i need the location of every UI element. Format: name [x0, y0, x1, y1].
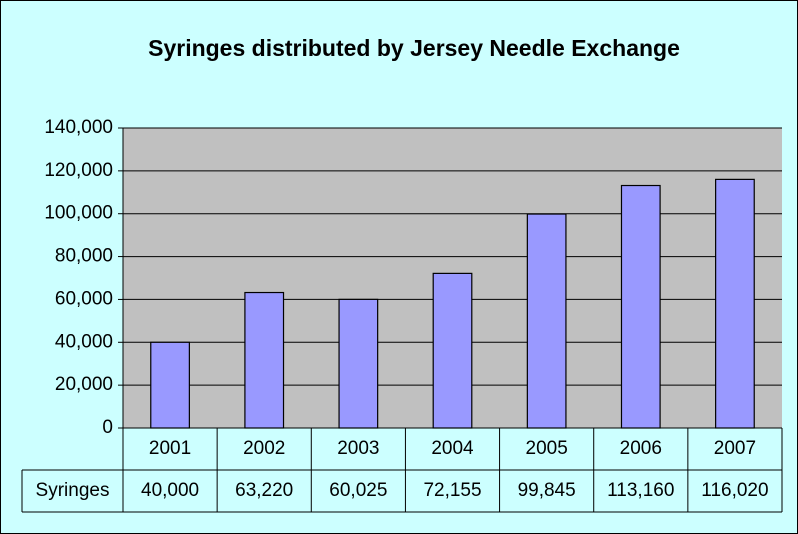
y-tick-label: 60,000	[55, 288, 113, 309]
x-tick-label: 2005	[526, 438, 568, 459]
bar	[338, 298, 379, 429]
chart-title: Syringes distributed by Jersey Needle Ex…	[148, 35, 680, 61]
y-tick-label: 80,000	[55, 246, 113, 267]
y-tick-label: 100,000	[44, 203, 113, 224]
x-tick-label: 2003	[337, 438, 379, 459]
table-value: 72,155	[423, 480, 481, 501]
x-tick-label: 2001	[149, 438, 191, 459]
x-tick-label: 2004	[431, 438, 474, 459]
table-value: 40,000	[141, 480, 199, 501]
y-tick-label: 20,000	[55, 374, 113, 395]
bar	[432, 272, 473, 429]
y-tick-label: 40,000	[55, 331, 113, 352]
table-value: 99,845	[518, 480, 576, 501]
y-tick-label: 0	[102, 417, 113, 438]
bar	[715, 178, 755, 429]
bar	[244, 291, 285, 429]
bar	[620, 184, 661, 429]
table-series-name: Syringes	[36, 480, 110, 501]
table-value: 113,160	[607, 480, 674, 501]
y-tick-label: 120,000	[44, 160, 113, 181]
x-tick-label: 2002	[243, 438, 285, 459]
x-tick-label: 2007	[714, 438, 756, 459]
table-value: 60,025	[329, 480, 387, 501]
y-tick-label: 140,000	[44, 117, 113, 138]
x-tick-label: 2006	[620, 438, 662, 459]
table-value: 116,020	[701, 480, 768, 501]
bar	[150, 341, 190, 429]
table-value: 63,220	[235, 480, 293, 501]
bar	[526, 213, 567, 429]
